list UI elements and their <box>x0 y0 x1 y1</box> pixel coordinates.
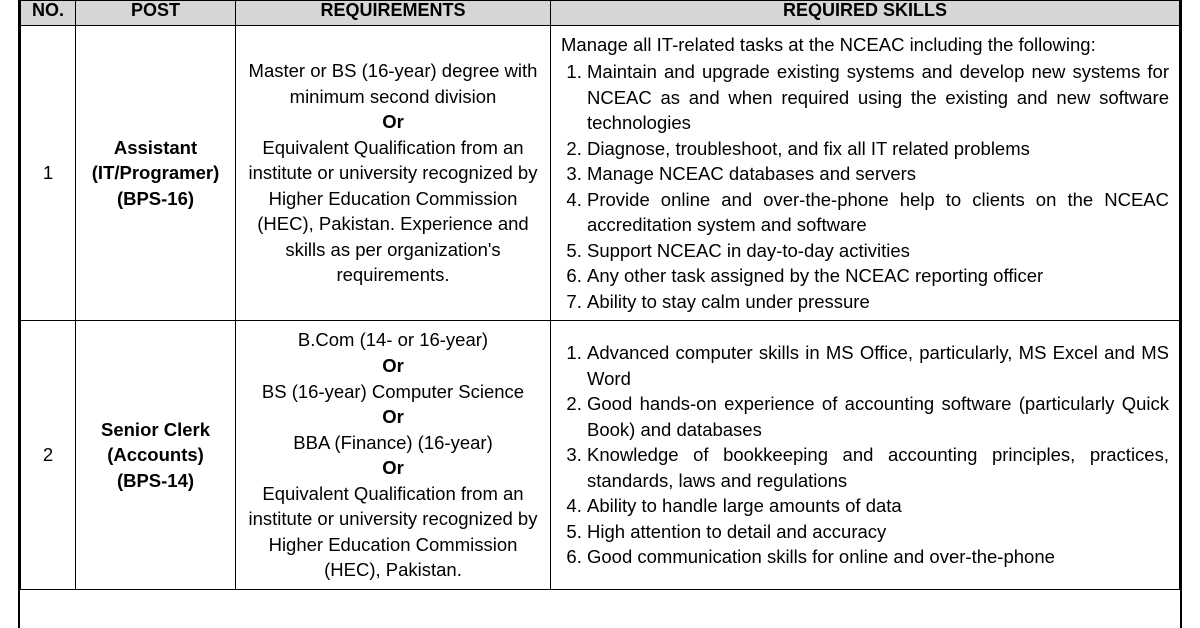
col-header-sr-no: NO. <box>21 1 76 26</box>
list-item: Good hands-on experience of accounting s… <box>587 391 1169 442</box>
list-item: Any other task assigned by the NCEAC rep… <box>587 263 1169 289</box>
cell-skills: Advanced computer skills in MS Office, p… <box>551 321 1180 589</box>
table-header-row: NO. POST REQUIREMENTS REQUIRED SKILLS <box>21 1 1180 26</box>
skills-list: Advanced computer skills in MS Office, p… <box>561 340 1169 570</box>
list-item: Maintain and upgrade existing systems an… <box>587 59 1169 136</box>
table-row: 2 Senior Clerk (Accounts) (BPS-14) B.Com… <box>21 321 1180 589</box>
list-item: Support NCEAC in day-to-day activities <box>587 238 1169 264</box>
cell-requirements: B.Com (14- or 16-year) Or BS (16-year) C… <box>236 321 551 589</box>
list-item: Advanced computer skills in MS Office, p… <box>587 340 1169 391</box>
col-header-post: POST <box>76 1 236 26</box>
cell-post: Senior Clerk (Accounts) (BPS-14) <box>76 321 236 589</box>
list-item: Knowledge of bookkeeping and accounting … <box>587 442 1169 493</box>
list-item: Ability to handle large amounts of data <box>587 493 1169 519</box>
cell-skills: Manage all IT-related tasks at the NCEAC… <box>551 25 1180 321</box>
list-item: Provide online and over-the-phone help t… <box>587 187 1169 238</box>
cell-sr-no: 2 <box>21 321 76 589</box>
list-item: Ability to stay calm under pressure <box>587 289 1169 315</box>
cell-requirements: Master or BS (16-year) degree with minim… <box>236 25 551 321</box>
cell-sr-no: 1 <box>21 25 76 321</box>
list-item: Good communication skills for online and… <box>587 544 1169 570</box>
cell-post: Assistant (IT/Programer) (BPS-16) <box>76 25 236 321</box>
skills-intro: Manage all IT-related tasks at the NCEAC… <box>561 32 1169 58</box>
list-item: Diagnose, troubleshoot, and fix all IT r… <box>587 136 1169 162</box>
col-header-skills: REQUIRED SKILLS <box>551 1 1180 26</box>
list-item: High attention to detail and accuracy <box>587 519 1169 545</box>
jobs-table: NO. POST REQUIREMENTS REQUIRED SKILLS 1 … <box>20 0 1180 590</box>
list-item: Manage NCEAC databases and servers <box>587 161 1169 187</box>
col-header-requirements: REQUIREMENTS <box>236 1 551 26</box>
skills-list: Maintain and upgrade existing systems an… <box>561 59 1169 314</box>
table-row: 1 Assistant (IT/Programer) (BPS-16) Mast… <box>21 25 1180 321</box>
